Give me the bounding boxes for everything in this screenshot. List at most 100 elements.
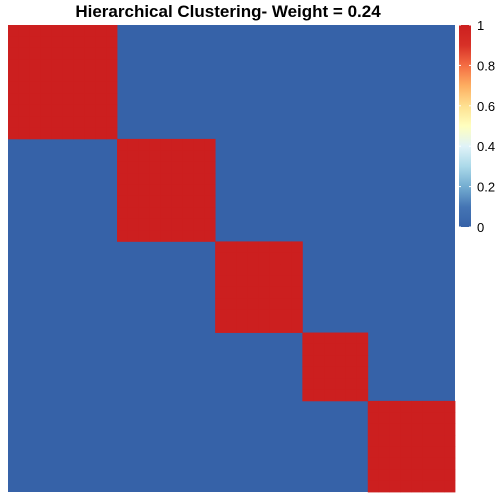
heatmap-cell (389, 423, 401, 436)
heatmap-cell (247, 264, 260, 276)
heatmap-cell (8, 81, 20, 94)
heatmap-cell (280, 252, 292, 265)
heatmap-cell (367, 457, 380, 470)
heatmap-cell (291, 321, 303, 333)
heatmap-cell (204, 184, 216, 197)
heatmap-cell (84, 70, 96, 83)
heatmap-cell (422, 480, 434, 493)
heatmap-cell (18, 70, 31, 83)
heatmap-cell (291, 298, 303, 311)
heatmap-cell (291, 309, 303, 322)
heatmap-cell (236, 275, 249, 288)
heatmap-cell (18, 25, 31, 37)
heatmap-cell (280, 309, 292, 322)
heatmap-cell (117, 173, 129, 185)
heatmap-cell (106, 104, 118, 117)
heatmap-cell (62, 70, 74, 83)
heatmap-cell (269, 286, 281, 299)
heatmap-cell (95, 81, 107, 94)
heatmap-cell (302, 355, 314, 368)
heatmap-cell (127, 184, 140, 197)
heatmap-cell (280, 241, 292, 254)
heatmap-cell (51, 127, 63, 140)
heatmap-cell (84, 25, 96, 37)
heatmap-cell (389, 480, 401, 493)
heatmap-cell (269, 275, 281, 288)
heatmap-cell (18, 36, 31, 49)
heatmap-cell (8, 47, 20, 60)
heatmap-cell (95, 104, 107, 117)
heatmap-cell (95, 93, 107, 106)
heatmap-cell (73, 81, 85, 94)
heatmap-cell (236, 309, 249, 322)
heatmap-cell (149, 195, 162, 208)
heatmap-cell (258, 241, 271, 254)
legend-tick-label: 0.6 (477, 99, 495, 114)
heatmap-cell (204, 150, 216, 163)
heatmap-cell (182, 230, 194, 242)
heatmap-cell (367, 435, 380, 447)
heatmap-cell (291, 275, 303, 288)
heatmap-cell (117, 184, 129, 197)
heatmap-cell (236, 241, 249, 254)
heatmap-cell (8, 25, 20, 37)
legend-ticks: 0 0.2 0.4 0.6 0.8 1 (459, 18, 495, 235)
heatmap-cell (400, 469, 412, 482)
heatmap-cell (422, 412, 434, 425)
heatmap-cell (324, 343, 336, 356)
heatmap-cell (247, 241, 260, 254)
heatmap-cell (335, 355, 347, 368)
heatmap-cell (73, 93, 85, 106)
heatmap-cell (258, 286, 271, 299)
legend-tick-label: 0.4 (477, 139, 495, 154)
heatmap-cell (62, 93, 74, 106)
heatmap-cell (269, 298, 281, 311)
heatmap-cell (367, 400, 380, 413)
heatmap-cell (215, 264, 227, 276)
heatmap-cell (84, 116, 96, 128)
heatmap-cell (138, 230, 151, 242)
heatmap-cell (138, 218, 151, 231)
heatmap-cell (389, 469, 401, 482)
heatmap-cell (51, 25, 63, 37)
heatmap-cell (444, 435, 456, 447)
heatmap-cell (182, 150, 194, 163)
heatmap-cell (149, 173, 162, 185)
heatmap-cell (84, 104, 96, 117)
heatmap-cell (51, 116, 63, 128)
heatmap-cell (149, 230, 162, 242)
heatmap-cell (106, 81, 118, 94)
heatmap-cell (51, 93, 63, 106)
heatmap-cell (269, 264, 281, 276)
heatmap-cell (226, 321, 238, 333)
heatmap-cell (378, 435, 390, 447)
heatmap-cell (160, 173, 172, 185)
heatmap-cell (335, 332, 347, 345)
heatmap-cell (29, 93, 42, 106)
heatmap-cell (236, 298, 249, 311)
heatmap-cell (324, 332, 336, 345)
heatmap-cell (258, 321, 271, 333)
heatmap-cell (226, 275, 238, 288)
heatmap-cell (73, 104, 85, 117)
heatmap-cell (215, 286, 227, 299)
heatmap-cell (367, 423, 380, 436)
heatmap-cell (411, 446, 423, 459)
heatmap-cell (433, 412, 445, 425)
heatmap-cell (236, 252, 249, 265)
heatmap-cell (313, 332, 325, 345)
heatmap-cell (127, 173, 140, 185)
heatmap-cell (247, 309, 260, 322)
heatmap-cell (40, 104, 53, 117)
heatmap-cell (226, 309, 238, 322)
heatmap-cell (51, 47, 63, 60)
heatmap-cell (138, 184, 151, 197)
heatmap-cell (433, 435, 445, 447)
heatmap-cell (84, 47, 96, 60)
heatmap-cell (258, 252, 271, 265)
heatmap-cell (226, 241, 238, 254)
heatmap-cell (400, 423, 412, 436)
heatmap-cell (29, 70, 42, 83)
heatmap-cell (258, 275, 271, 288)
